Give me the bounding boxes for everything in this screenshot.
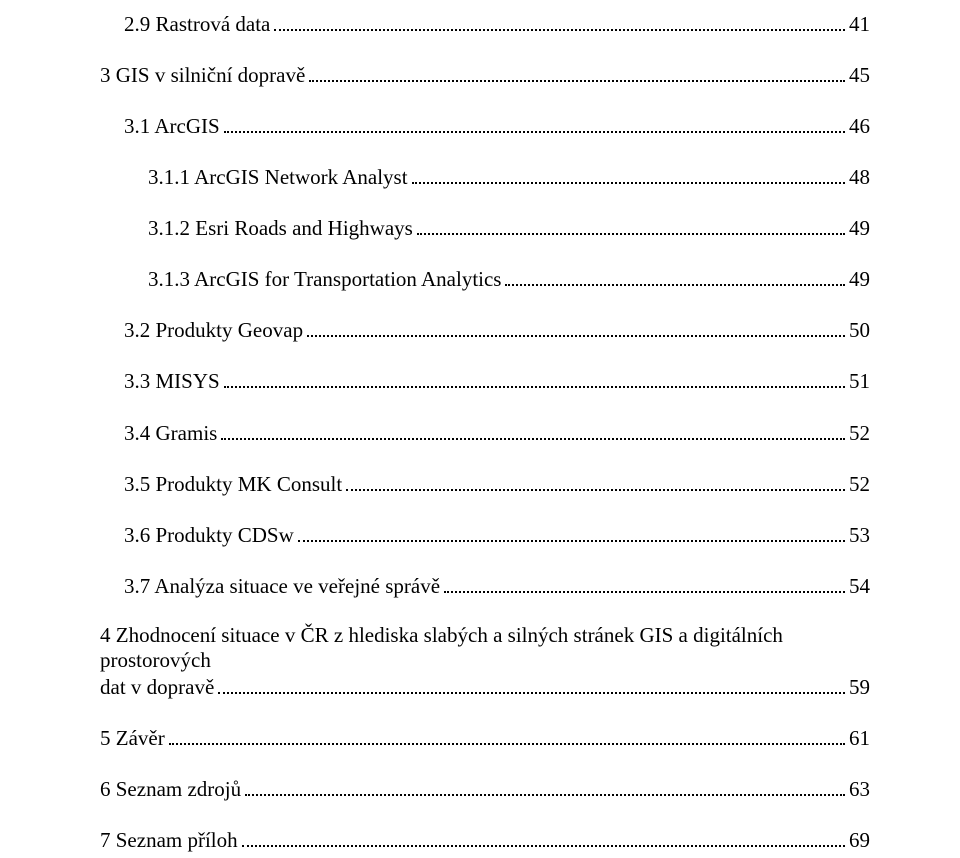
toc-page-number: 63 bbox=[849, 777, 870, 802]
toc-label: 3.2 Produkty Geovap bbox=[100, 318, 303, 343]
toc-label: 3.1.2 Esri Roads and Highways bbox=[100, 216, 413, 241]
toc-leader bbox=[505, 265, 845, 286]
toc-page-number: 46 bbox=[849, 114, 870, 139]
toc-leader bbox=[307, 316, 845, 337]
toc-entry: 3.5 Produkty MK Consult 52 bbox=[100, 470, 870, 497]
toc-entry: 3.2 Produkty Geovap 50 bbox=[100, 316, 870, 343]
toc-leader bbox=[309, 61, 845, 82]
toc-leader bbox=[417, 214, 845, 235]
toc-page-number: 53 bbox=[849, 523, 870, 548]
toc-entry-multiline: 4 Zhodnocení situace v ČR z hlediska sla… bbox=[100, 623, 870, 700]
toc-page-number: 41 bbox=[849, 12, 870, 37]
toc-page: 2.9 Rastrová data 41 3 GIS v silniční do… bbox=[0, 0, 960, 854]
toc-leader bbox=[274, 10, 845, 31]
toc-page-number: 45 bbox=[849, 63, 870, 88]
toc-entry: 3.6 Produkty CDSw 53 bbox=[100, 521, 870, 548]
toc-entry: 5 Závěr 61 bbox=[100, 724, 870, 751]
toc-label-line1: 4 Zhodnocení situace v ČR z hlediska sla… bbox=[100, 623, 870, 673]
toc-leader bbox=[242, 827, 845, 848]
toc-page-number: 54 bbox=[849, 574, 870, 599]
toc-entry: 3.3 MISYS 51 bbox=[100, 368, 870, 395]
toc-leader bbox=[298, 521, 845, 542]
toc-leader bbox=[412, 163, 845, 184]
toc-entry: 6 Seznam zdrojů 63 bbox=[100, 775, 870, 802]
toc-page-number: 52 bbox=[849, 472, 870, 497]
toc-entry: 3.1.1 ArcGIS Network Analyst 48 bbox=[100, 163, 870, 190]
toc-entry: 3 GIS v silniční dopravě 45 bbox=[100, 61, 870, 88]
toc-label: 3.7 Analýza situace ve veřejné správě bbox=[100, 574, 440, 599]
toc-leader bbox=[224, 112, 845, 133]
toc-entry: 3.1.2 Esri Roads and Highways 49 bbox=[100, 214, 870, 241]
toc-label: 7 Seznam příloh bbox=[100, 828, 238, 853]
toc-page-number: 49 bbox=[849, 267, 870, 292]
toc-entry: 3.4 Gramis 52 bbox=[100, 419, 870, 446]
toc-label: 3.5 Produkty MK Consult bbox=[100, 472, 342, 497]
toc-entry: 3.7 Analýza situace ve veřejné správě 54 bbox=[100, 572, 870, 599]
toc-entry: 2.9 Rastrová data 41 bbox=[100, 10, 870, 37]
toc-label: 3.1 ArcGIS bbox=[100, 114, 220, 139]
toc-page-number: 52 bbox=[849, 421, 870, 446]
toc-entry: 7 Seznam příloh 69 bbox=[100, 827, 870, 854]
toc-label-wrap-text: 4 Zhodnocení situace v ČR z hlediska sla… bbox=[100, 623, 783, 672]
toc-label-line2: dat v dopravě bbox=[100, 675, 214, 700]
toc-page-number: 49 bbox=[849, 216, 870, 241]
toc-leader bbox=[169, 724, 845, 745]
toc-entry: 3.1.3 ArcGIS for Transportation Analytic… bbox=[100, 265, 870, 292]
toc-label: 2.9 Rastrová data bbox=[100, 12, 270, 37]
toc-leader bbox=[221, 419, 845, 440]
toc-page-number: 61 bbox=[849, 726, 870, 751]
toc-leader bbox=[346, 470, 845, 491]
toc-page-number: 48 bbox=[849, 165, 870, 190]
toc-label: 5 Závěr bbox=[100, 726, 165, 751]
toc-entry: 3.1 ArcGIS 46 bbox=[100, 112, 870, 139]
toc-leader bbox=[224, 368, 845, 389]
toc-label: 3 GIS v silniční dopravě bbox=[100, 63, 305, 88]
toc-page-number: 50 bbox=[849, 318, 870, 343]
toc-page-number: 51 bbox=[849, 369, 870, 394]
toc-label: 3.1.3 ArcGIS for Transportation Analytic… bbox=[100, 267, 501, 292]
toc-leader bbox=[218, 673, 845, 694]
toc-label: 6 Seznam zdrojů bbox=[100, 777, 241, 802]
toc-label: 3.3 MISYS bbox=[100, 369, 220, 394]
toc-label: 3.4 Gramis bbox=[100, 421, 217, 446]
toc-leader bbox=[444, 572, 845, 593]
toc-label: 3.1.1 ArcGIS Network Analyst bbox=[100, 165, 408, 190]
toc-page-number: 69 bbox=[849, 828, 870, 853]
toc-label: 3.6 Produkty CDSw bbox=[100, 523, 294, 548]
toc-page-number: 59 bbox=[849, 675, 870, 700]
toc-leader bbox=[245, 775, 845, 796]
